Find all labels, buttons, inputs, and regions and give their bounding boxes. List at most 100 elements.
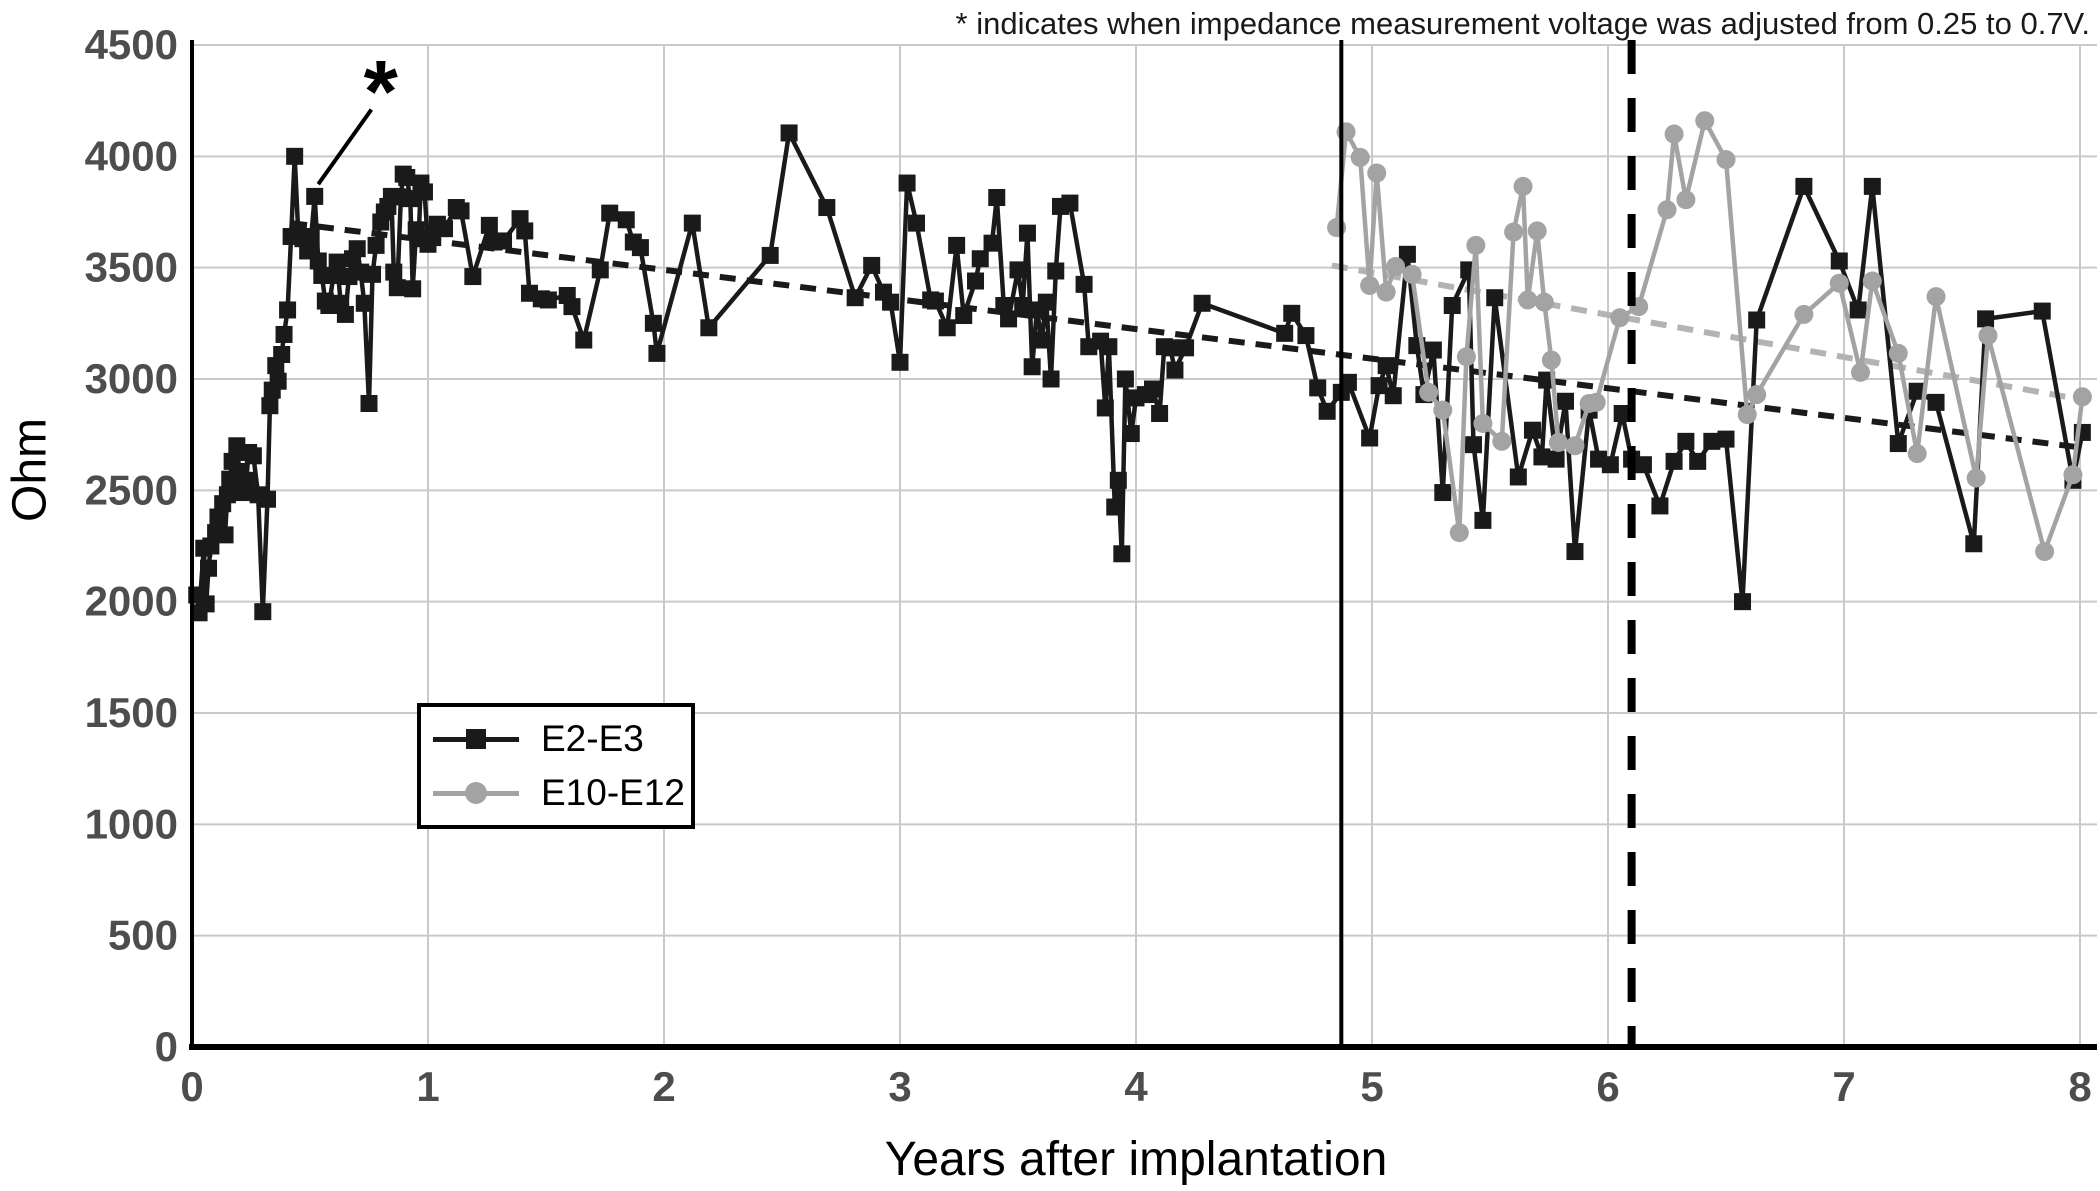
data-point-e10-e12 — [1504, 222, 1524, 242]
data-point-e2-e3 — [563, 298, 581, 316]
data-point-e10-e12 — [1367, 163, 1387, 183]
x-tick-label: 0 — [180, 1063, 203, 1110]
data-point-e2-e3 — [436, 220, 454, 238]
x-tick-label: 1 — [416, 1063, 439, 1110]
x-tick-label: 3 — [888, 1063, 911, 1110]
data-point-e10-e12 — [1664, 124, 1684, 144]
data-point-e2-e3 — [539, 291, 557, 309]
data-point-e10-e12 — [1926, 287, 1946, 307]
data-point-e2-e3 — [415, 183, 433, 201]
data-point-e2-e3 — [891, 353, 909, 371]
data-point-e2-e3 — [1523, 421, 1541, 439]
data-point-e2-e3 — [1651, 497, 1669, 515]
data-point-e2-e3 — [1384, 387, 1402, 405]
data-point-e2-e3 — [683, 214, 701, 232]
data-point-e2-e3 — [309, 252, 327, 270]
y-tick-label: 4500 — [85, 21, 178, 68]
data-point-e2-e3 — [1106, 498, 1124, 516]
data-point-e2-e3 — [273, 345, 291, 363]
data-point-e2-e3 — [1748, 311, 1766, 329]
data-point-e2-e3 — [1703, 432, 1721, 450]
y-tick-label: 0 — [155, 1023, 178, 1070]
data-point-e2-e3 — [360, 394, 378, 412]
data-point-e2-e3 — [404, 280, 422, 298]
data-point-e2-e3 — [863, 256, 881, 274]
data-point-e2-e3 — [1061, 194, 1079, 212]
data-point-e2-e3 — [286, 147, 304, 165]
data-point-e2-e3 — [1318, 402, 1336, 420]
voltage-adjustment-footnote: * indicates when impedance measurement v… — [955, 6, 2090, 41]
data-point-e2-e3 — [1000, 310, 1018, 328]
data-point-e2-e3 — [631, 239, 649, 257]
data-point-e2-e3 — [1734, 593, 1752, 611]
data-point-e2-e3 — [1795, 177, 1813, 195]
data-point-e10-e12 — [1548, 432, 1568, 452]
data-point-e2-e3 — [1464, 436, 1482, 454]
data-point-e2-e3 — [1474, 511, 1492, 529]
asterisk-pointer-line — [316, 108, 373, 186]
data-point-e10-e12 — [1747, 385, 1767, 405]
x-tick-label: 6 — [1596, 1063, 1619, 1110]
data-point-e10-e12 — [1360, 275, 1380, 295]
legend-label: E10-E12 — [541, 772, 685, 813]
data-point-e10-e12 — [1527, 221, 1547, 241]
data-point-e10-e12 — [1518, 290, 1538, 310]
data-point-e10-e12 — [1676, 190, 1696, 210]
data-point-e2-e3 — [1908, 382, 1926, 400]
legend-label: E2-E3 — [541, 718, 644, 759]
data-point-e2-e3 — [275, 325, 293, 343]
data-point-e2-e3 — [1309, 379, 1327, 397]
data-point-e2-e3 — [617, 211, 635, 229]
data-point-e2-e3 — [1566, 543, 1584, 561]
data-point-e2-e3 — [818, 199, 836, 217]
data-point-e10-e12 — [1829, 273, 1849, 293]
data-point-e10-e12 — [1402, 264, 1422, 284]
data-point-e2-e3 — [780, 124, 798, 142]
data-point-e10-e12 — [2035, 542, 2055, 562]
y-tick-label: 500 — [108, 912, 178, 959]
data-point-e2-e3 — [1193, 294, 1211, 312]
data-point-e2-e3 — [269, 372, 287, 390]
data-point-e2-e3 — [244, 447, 262, 465]
x-tick-label: 7 — [1832, 1063, 1855, 1110]
data-point-e2-e3 — [1116, 370, 1134, 388]
data-point-e2-e3 — [1927, 393, 1945, 411]
data-point-e2-e3 — [1075, 275, 1093, 293]
data-point-e2-e3 — [1486, 289, 1504, 307]
data-point-e2-e3 — [306, 187, 324, 205]
asterisk-annotation: * — [364, 42, 399, 141]
data-point-e10-e12 — [1473, 414, 1493, 434]
data-point-e2-e3 — [1023, 358, 1041, 376]
data-point-e2-e3 — [452, 202, 470, 220]
data-point-e10-e12 — [1386, 257, 1406, 277]
data-point-e2-e3 — [1677, 432, 1695, 450]
data-point-e10-e12 — [2072, 387, 2092, 407]
data-point-e2-e3 — [1161, 339, 1179, 357]
data-point-e2-e3 — [259, 490, 277, 508]
data-point-e2-e3 — [1096, 399, 1114, 417]
e2-e3-marker-icon — [433, 729, 519, 749]
data-point-e2-e3 — [1151, 405, 1169, 423]
x-tick-label: 4 — [1124, 1063, 1148, 1110]
data-point-e10-e12 — [1978, 326, 1998, 346]
data-point-e2-e3 — [367, 236, 385, 254]
data-point-e10-e12 — [1851, 362, 1871, 382]
data-point-e2-e3 — [495, 232, 513, 250]
data-point-e2-e3 — [1889, 435, 1907, 453]
y-axis-title: Ohm — [3, 417, 57, 523]
data-point-e2-e3 — [926, 292, 944, 310]
data-point-e2-e3 — [983, 234, 1001, 252]
x-tick-label: 5 — [1360, 1063, 1383, 1110]
data-point-e10-e12 — [1862, 271, 1882, 291]
data-point-e2-e3 — [575, 331, 593, 349]
data-point-e2-e3 — [1018, 224, 1036, 242]
data-point-e2-e3 — [1509, 468, 1527, 486]
data-point-e2-e3 — [209, 508, 227, 526]
data-point-e2-e3 — [336, 305, 354, 323]
data-point-e10-e12 — [1456, 347, 1476, 367]
data-point-e2-e3 — [988, 189, 1006, 207]
data-point-e2-e3 — [1276, 324, 1294, 342]
y-tick-label: 2500 — [85, 466, 178, 513]
data-point-e2-e3 — [1033, 331, 1051, 349]
data-point-e2-e3 — [1849, 301, 1867, 319]
